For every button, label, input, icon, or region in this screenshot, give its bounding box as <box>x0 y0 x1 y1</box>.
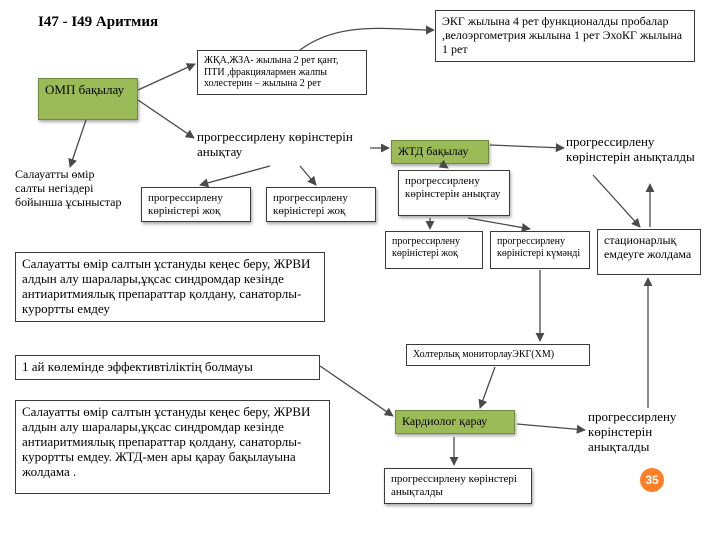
arrow-15 <box>480 367 495 408</box>
node-progDetect: прогрессирлену көрінстерін анықтау <box>197 130 367 160</box>
arrow-14 <box>320 366 393 416</box>
arrow-5 <box>300 166 316 185</box>
node-progDetect2: прогрессирлену көрінстерін анықтау <box>398 170 510 216</box>
node-progNone1: прогрессирлену көріністері жоқ <box>141 187 251 222</box>
arrow-8 <box>490 145 564 148</box>
node-cardio: Кардиолог қарау <box>395 410 515 434</box>
node-statRef: стационарлық емдеуге жолдама <box>597 229 701 275</box>
node-omp: ОМП бақылау <box>38 78 138 120</box>
arrow-4 <box>200 166 270 185</box>
node-advice1: Салауатты өмір салтын ұстануды кеңес бер… <box>15 252 325 322</box>
node-holter: Холтерлық мониторлауЭКГ(ХМ) <box>406 344 590 366</box>
arrow-3 <box>70 120 86 167</box>
node-progDetected1: прогрессирлену көрінстерін анықталды <box>566 135 696 165</box>
node-lifeRec: Салауатты өмір салты негіздері бойынша ұ… <box>15 168 125 209</box>
node-ekgTop: ЭКГ жылына 4 рет функционалды пробалар ,… <box>435 10 695 62</box>
arrow-11 <box>593 175 640 227</box>
node-progDet3: прогрессирлену көрінстері анықталды <box>384 468 532 504</box>
node-progNone3: прогрессирлену көріністері жоқ <box>385 231 483 269</box>
diagram-title: I47 - I49 Аритмия <box>38 14 158 31</box>
arrow-10 <box>468 218 530 229</box>
node-oneMonth: 1 ай көлемінде эффективтіліктің болмауы <box>15 355 320 380</box>
node-jtd: ЖТД бақылау <box>391 140 489 164</box>
node-progDetected2: прогрессирлену көрінстерін анықталды <box>588 410 708 455</box>
arrow-17 <box>517 424 585 430</box>
node-advice2: Салауатты өмір салтын ұстануды кеңес бер… <box>15 400 330 494</box>
node-progSignif: прогрессирлену көріністері күмәнді <box>490 231 590 269</box>
node-progNone2: прогрессирлену көріністері жоқ <box>266 187 376 222</box>
arrow-1 <box>300 28 434 50</box>
node-jkaTop: ЖҚА,ЖЗА- жылына 2 рет қант, ПТИ ,фракция… <box>197 50 367 95</box>
arrow-0 <box>138 64 195 90</box>
page-number-badge: 35 <box>640 468 664 492</box>
arrow-2 <box>138 100 194 138</box>
